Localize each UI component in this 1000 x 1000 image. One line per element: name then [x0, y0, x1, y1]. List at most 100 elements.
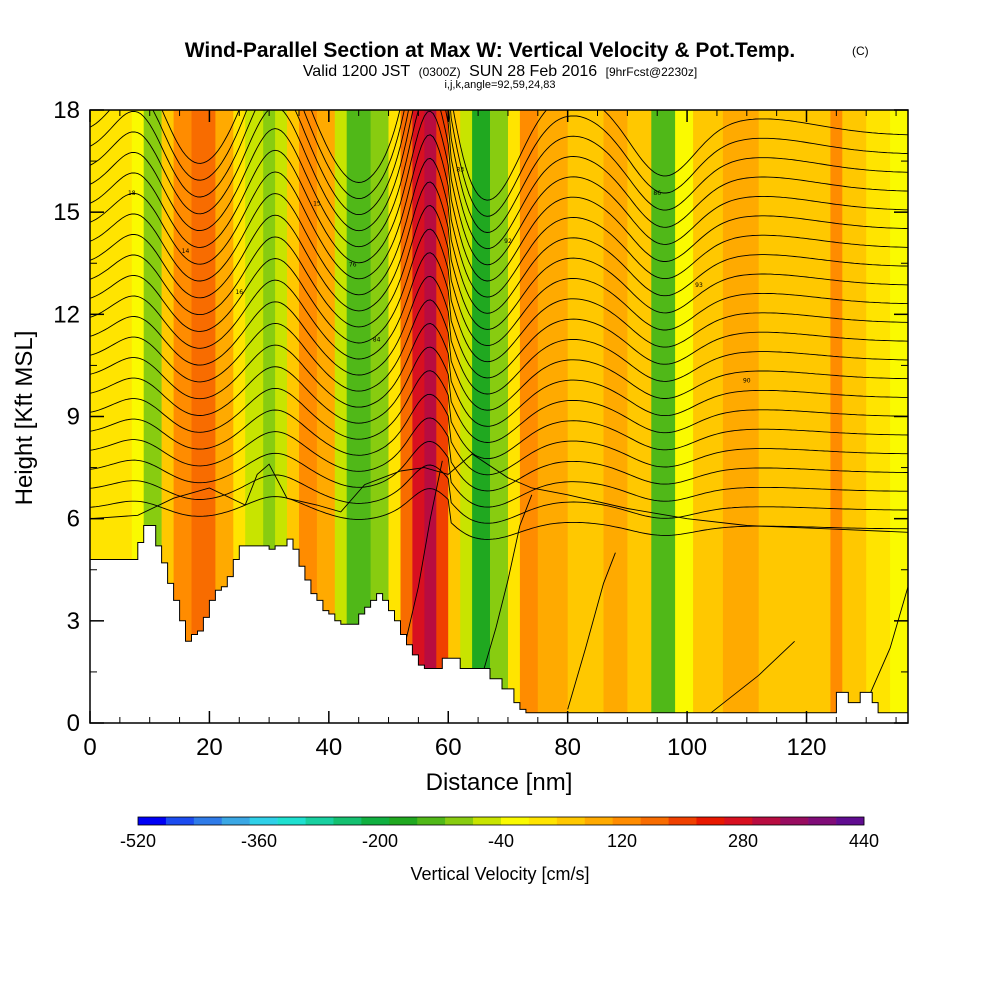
isentrope-line [90, 110, 908, 217]
colorbar-swatch [473, 817, 502, 825]
y-tick-label: 12 [53, 301, 80, 328]
velocity-band [490, 110, 509, 723]
colorbar-tick-label: -520 [120, 831, 156, 851]
colorbar-frame [137, 816, 865, 826]
chart-title: Wind-Parallel Section at Max W: Vertical… [185, 39, 796, 62]
colorbar-swatch [780, 817, 809, 825]
colorbar-swatch [696, 817, 725, 825]
x-tick-label: 0 [83, 734, 96, 761]
isentrope-label: 92 [504, 238, 512, 245]
colorbar-swatch [305, 817, 334, 825]
velocity-band [436, 110, 449, 723]
y-tick-label: 15 [53, 199, 80, 226]
valid-utc: (0300Z) [419, 65, 461, 79]
colorbar-swatch [361, 817, 390, 825]
velocity-band [842, 110, 867, 723]
velocity-band [508, 110, 521, 723]
velocity-band [830, 110, 843, 723]
isentrope-line [90, 323, 908, 427]
y-tick-label: 9 [67, 404, 80, 431]
chart-subtitle: Valid 1200 JST (0300Z) SUN 28 Feb 2016 [… [303, 63, 697, 80]
contour-line [865, 586, 908, 703]
x-tick-label: 40 [315, 734, 342, 761]
x-tick-label: 60 [435, 734, 462, 761]
velocity-band [173, 110, 193, 723]
isentrope-line [90, 110, 908, 266]
velocity-band [334, 110, 348, 723]
colorbar: -520 -360 -200 -40 120 280 440 [120, 816, 879, 851]
velocity-band [412, 110, 425, 723]
colorbar-swatch [808, 817, 837, 825]
velocity-band [424, 110, 437, 723]
colorbar-tick-label: 280 [728, 831, 758, 851]
isentrope-label: 16 [235, 289, 243, 296]
velocity-band [215, 110, 234, 723]
colorbar-swatch [389, 817, 418, 825]
isentrope-label: 84 [373, 337, 381, 344]
velocity-field [90, 110, 908, 723]
colorbar-swatch [221, 817, 250, 825]
colorbar-swatch [668, 817, 697, 825]
x-tick-label: 80 [554, 734, 581, 761]
isentrope-line [90, 275, 908, 395]
y-axis-label: Height [Kft MSL] [11, 331, 38, 506]
velocity-band [567, 110, 605, 723]
colorbar-tick-label: 440 [849, 831, 879, 851]
valid-date: SUN 28 Feb 2016 [469, 63, 597, 80]
x-tick-label: 20 [196, 734, 223, 761]
terrain [90, 525, 908, 723]
isentrope-line [90, 370, 908, 460]
colorbar-swatch [528, 817, 558, 825]
isentrope-line [90, 346, 908, 443]
colorbar-tick-label: -200 [362, 831, 398, 851]
isentrope-line [90, 252, 908, 379]
x-axis: 0 20 40 60 80 100 120 [83, 110, 897, 761]
colorbar-swatch [724, 817, 753, 825]
colorbar-label: Vertical Velocity [cm/s] [410, 864, 589, 884]
isentrope-label: 14 [182, 248, 190, 255]
y-tick-label: 18 [53, 97, 80, 124]
isentrope-line [90, 110, 908, 250]
isentrope-line [161, 110, 908, 201]
isentrope-lines: 18 14 16 15 76 84 83 92 86 93 90 [90, 110, 908, 714]
colorbar-swatch [333, 817, 362, 825]
colorbar-swatch [445, 817, 474, 825]
colorbar-swatch [584, 817, 613, 825]
isentrope-line [90, 157, 908, 314]
colorbar-swatch [165, 817, 195, 825]
isentrope-label: 15 [313, 200, 321, 207]
contour-line [567, 552, 616, 710]
velocity-band [460, 110, 473, 723]
colorbar-swatch [640, 817, 669, 825]
contour-line [710, 640, 795, 714]
colorbar-tick-label: -40 [488, 831, 514, 851]
y-tick-label: 3 [67, 608, 80, 635]
velocity-band [693, 110, 724, 723]
y-axis: 0 3 6 9 12 15 18 [53, 97, 908, 737]
velocity-band [794, 110, 831, 723]
isentrope-line [90, 205, 908, 347]
isentrope-label: 93 [695, 282, 703, 289]
isentrope-label: 83 [456, 166, 464, 173]
y-tick-label: 6 [67, 506, 80, 533]
colorbar-tick-label: 120 [607, 831, 637, 851]
velocity-band [472, 110, 491, 723]
y-tick-label: 0 [67, 710, 80, 737]
velocity-band [866, 110, 891, 723]
isentrope-line [90, 299, 908, 411]
velocity-band [316, 110, 336, 723]
colorbar-swatch [277, 817, 306, 825]
x-tick-label: 120 [786, 734, 826, 761]
plot-area: 18 14 16 15 76 84 83 92 86 93 90 [90, 110, 908, 723]
valid-time: Valid 1200 JST [303, 63, 411, 80]
isentrope-line [90, 393, 908, 476]
contour-line [90, 453, 908, 533]
colorbar-swatch [612, 817, 641, 825]
colorbar-swatch [556, 817, 586, 825]
colorbar-swatch [193, 817, 223, 825]
grid-indices: i,j,k,angle=92,59,24,83 [444, 79, 555, 91]
colorbar-swatch [138, 817, 167, 825]
isentrope-line [90, 134, 908, 298]
isentrope-line [90, 464, 908, 524]
